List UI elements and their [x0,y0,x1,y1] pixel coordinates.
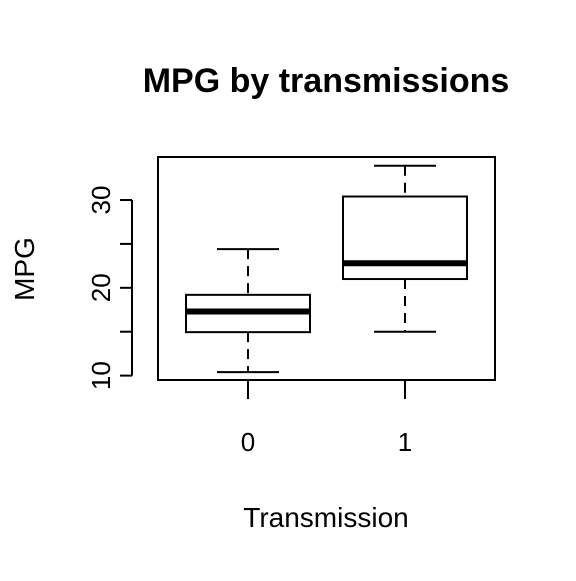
y-tick-label: 20 [86,273,116,302]
chart-title: MPG by transmissions [143,62,510,100]
iqr-box [342,195,468,281]
x-tick-label: 0 [241,427,255,457]
box-0 [185,248,311,374]
x-axis-label: Transmission [243,502,408,533]
y-axis-label: MPG [9,237,40,301]
plot-frame [157,156,496,381]
x-tick-label: 1 [398,427,412,457]
y-tick-label: 10 [86,361,116,390]
y-tick-label: 30 [86,186,116,215]
box-1 [342,164,468,333]
boxes [185,164,468,374]
y-axis: 10 20 30 [86,186,133,390]
